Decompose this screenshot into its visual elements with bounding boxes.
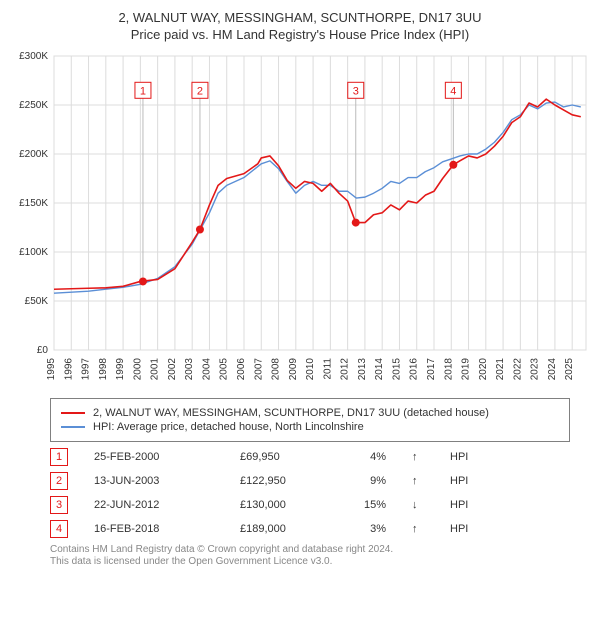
transaction-price: £189,000 <box>240 523 320 535</box>
svg-text:2: 2 <box>197 85 203 97</box>
transaction-tag: HPI <box>450 499 468 511</box>
svg-text:2007: 2007 <box>253 358 264 381</box>
title-address: 2, WALNUT WAY, MESSINGHAM, SCUNTHORPE, D… <box>10 10 590 25</box>
svg-text:2008: 2008 <box>271 358 282 381</box>
svg-text:2014: 2014 <box>374 358 385 381</box>
transaction-badge: 1 <box>50 448 68 466</box>
transaction-date: 22-JUN-2012 <box>94 499 214 511</box>
transaction-row: 4 16-FEB-2018 £189,000 3% ↑ HPI <box>50 520 570 538</box>
svg-text:£250K: £250K <box>19 100 48 111</box>
svg-text:2019: 2019 <box>461 358 472 381</box>
transaction-row: 2 13-JUN-2003 £122,950 9% ↑ HPI <box>50 472 570 490</box>
arrow-icon: ↑ <box>412 523 424 535</box>
price-chart: £0 £50K £100K £150K £200K £250K £300K 1995 1996 1… <box>10 50 590 390</box>
svg-text:2002: 2002 <box>167 358 178 381</box>
svg-text:2018: 2018 <box>443 358 454 381</box>
transaction-badge: 4 <box>50 520 68 538</box>
svg-text:2005: 2005 <box>219 358 230 381</box>
transaction-tag: HPI <box>450 451 468 463</box>
arrow-icon: ↑ <box>412 451 424 463</box>
svg-text:2025: 2025 <box>564 358 575 381</box>
svg-text:2004: 2004 <box>201 358 212 381</box>
svg-text:1999: 1999 <box>115 358 126 381</box>
arrow-icon: ↓ <box>412 499 424 511</box>
transaction-date: 13-JUN-2003 <box>94 475 214 487</box>
svg-text:2016: 2016 <box>409 358 420 381</box>
svg-text:2021: 2021 <box>495 358 506 381</box>
svg-text:£0: £0 <box>37 345 49 356</box>
svg-text:£150K: £150K <box>19 198 48 209</box>
transaction-pct: 9% <box>346 475 386 487</box>
legend-label: 2, WALNUT WAY, MESSINGHAM, SCUNTHORPE, D… <box>93 407 489 419</box>
svg-text:2010: 2010 <box>305 358 316 381</box>
transaction-badge: 2 <box>50 472 68 490</box>
transactions-table: 1 25-FEB-2000 £69,950 4% ↑ HPI 2 13-JUN-2003 £12… <box>50 448 570 538</box>
transaction-pct: 15% <box>346 499 386 511</box>
legend-row: HPI: Average price, detached house, Nort… <box>61 421 559 433</box>
transaction-price: £122,950 <box>240 475 320 487</box>
transaction-row: 3 22-JUN-2012 £130,000 15% ↓ HPI <box>50 496 570 514</box>
transaction-price: £130,000 <box>240 499 320 511</box>
chart-svg: £0 £50K £100K £150K £200K £250K £300K 1995 1996 1… <box>10 50 590 390</box>
svg-text:£100K: £100K <box>19 247 48 258</box>
transaction-pct: 4% <box>346 451 386 463</box>
svg-text:2000: 2000 <box>132 358 143 381</box>
transaction-tag: HPI <box>450 475 468 487</box>
svg-text:1998: 1998 <box>98 358 109 381</box>
svg-text:2011: 2011 <box>322 358 333 380</box>
chart-title-block: 2, WALNUT WAY, MESSINGHAM, SCUNTHORPE, D… <box>10 10 590 42</box>
footnote: Contains HM Land Registry data © Crown c… <box>50 544 570 567</box>
title-subtitle: Price paid vs. HM Land Registry's House … <box>10 27 590 42</box>
svg-text:2022: 2022 <box>512 358 523 381</box>
transaction-date: 25-FEB-2000 <box>94 451 214 463</box>
svg-text:2003: 2003 <box>184 358 195 381</box>
svg-text:2009: 2009 <box>288 358 299 381</box>
transaction-pct: 3% <box>346 523 386 535</box>
svg-text:2020: 2020 <box>478 358 489 381</box>
transaction-price: £69,950 <box>240 451 320 463</box>
arrow-icon: ↑ <box>412 475 424 487</box>
svg-text:£200K: £200K <box>19 149 48 160</box>
svg-text:2001: 2001 <box>150 358 161 381</box>
legend: 2, WALNUT WAY, MESSINGHAM, SCUNTHORPE, D… <box>50 398 570 442</box>
transaction-tag: HPI <box>450 523 468 535</box>
svg-text:2015: 2015 <box>391 358 402 381</box>
svg-text:2017: 2017 <box>426 358 437 381</box>
svg-text:1995: 1995 <box>46 358 57 381</box>
legend-swatch <box>61 426 85 428</box>
transaction-badge: 3 <box>50 496 68 514</box>
svg-text:1: 1 <box>140 85 146 97</box>
svg-text:1997: 1997 <box>81 358 92 381</box>
svg-text:£50K: £50K <box>25 296 49 307</box>
footnote-line1: Contains HM Land Registry data © Crown c… <box>50 544 570 555</box>
svg-text:2012: 2012 <box>340 358 351 381</box>
transaction-date: 16-FEB-2018 <box>94 523 214 535</box>
svg-text:2023: 2023 <box>530 358 541 381</box>
legend-label: HPI: Average price, detached house, Nort… <box>93 421 364 433</box>
svg-text:£300K: £300K <box>19 51 48 62</box>
legend-row: 2, WALNUT WAY, MESSINGHAM, SCUNTHORPE, D… <box>61 407 559 419</box>
legend-swatch <box>61 412 85 414</box>
svg-text:2013: 2013 <box>357 358 368 381</box>
svg-text:2006: 2006 <box>236 358 247 381</box>
transaction-row: 1 25-FEB-2000 £69,950 4% ↑ HPI <box>50 448 570 466</box>
svg-text:1996: 1996 <box>63 358 74 381</box>
svg-text:4: 4 <box>450 85 456 97</box>
svg-text:2024: 2024 <box>547 358 558 381</box>
footnote-line2: This data is licensed under the Open Gov… <box>50 556 570 567</box>
svg-text:3: 3 <box>353 85 359 97</box>
